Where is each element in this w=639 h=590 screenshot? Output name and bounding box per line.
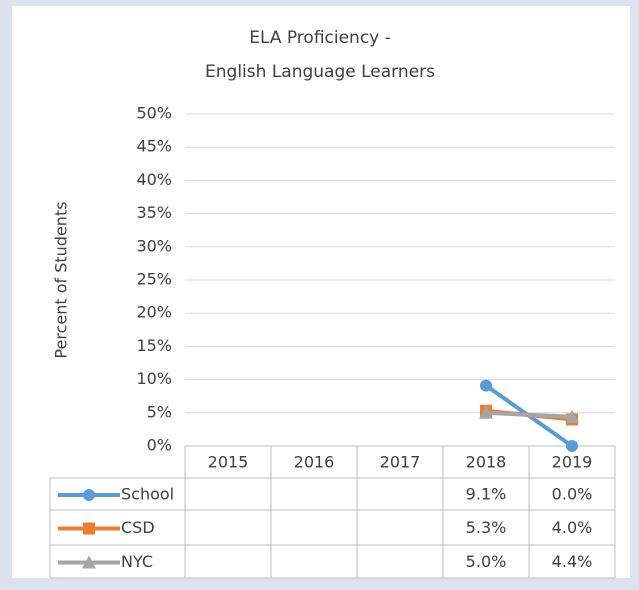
y-tick-label: 35% bbox=[136, 203, 172, 222]
table-value: 5.0% bbox=[466, 552, 507, 571]
table-value: 9.1% bbox=[466, 485, 507, 504]
y-tick-label: 15% bbox=[136, 336, 172, 355]
marker bbox=[480, 379, 492, 392]
y-tick-label: 25% bbox=[136, 270, 172, 289]
chart-title: English Language Learners bbox=[205, 62, 435, 82]
table-value: 0.0% bbox=[552, 485, 593, 504]
x-tick-label: 2018 bbox=[466, 453, 507, 472]
marker bbox=[479, 405, 493, 419]
table-value: 5.3% bbox=[466, 518, 507, 537]
table-value: 4.0% bbox=[552, 518, 593, 537]
legend-label: NYC bbox=[121, 552, 153, 571]
y-tick-label: 10% bbox=[136, 369, 172, 388]
y-tick-label: 50% bbox=[136, 104, 172, 123]
y-tick-label: 40% bbox=[136, 170, 172, 189]
marker bbox=[565, 409, 579, 423]
legend-label: CSD bbox=[121, 518, 155, 537]
y-axis-label: Percent of Students bbox=[52, 201, 71, 358]
chart-background bbox=[12, 6, 630, 578]
marker bbox=[82, 555, 96, 569]
x-tick-label: 2017 bbox=[380, 453, 421, 472]
series-line bbox=[484, 410, 574, 419]
marker bbox=[566, 440, 578, 452]
x-tick-label: 2015 bbox=[208, 453, 249, 472]
y-tick-label: 30% bbox=[136, 236, 172, 255]
chart-title: ELA Proficiency - bbox=[249, 28, 391, 48]
marker bbox=[83, 489, 95, 501]
x-tick-label: 2019 bbox=[552, 453, 593, 472]
y-tick-label: 5% bbox=[147, 402, 172, 421]
x-tick-label: 2016 bbox=[294, 453, 335, 472]
y-tick-label: 45% bbox=[136, 137, 172, 156]
legend-label: School bbox=[121, 485, 174, 504]
y-tick-label: 20% bbox=[136, 303, 172, 322]
y-tick-label: 0% bbox=[147, 436, 172, 455]
table-value: 4.4% bbox=[552, 552, 593, 571]
marker bbox=[83, 522, 95, 535]
